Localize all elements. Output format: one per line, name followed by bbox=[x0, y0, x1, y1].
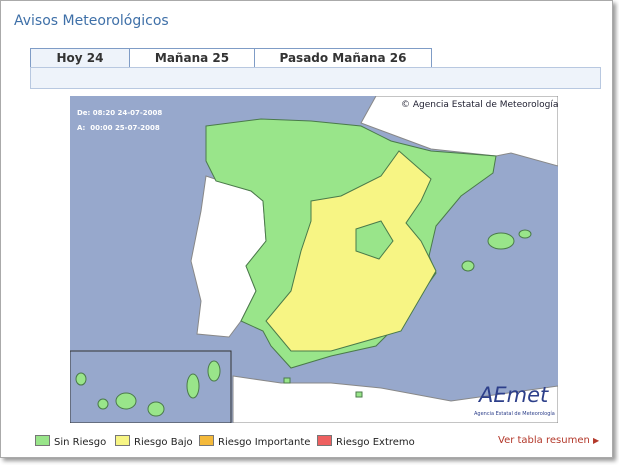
tab[interactable]: Hoy 24 bbox=[30, 48, 130, 67]
copyright: © Agencia Estatal de Meteorología bbox=[401, 100, 558, 110]
valid-from: De: 08:20 24-07-2008 bbox=[77, 109, 162, 117]
island bbox=[147, 401, 165, 417]
ceuta bbox=[283, 377, 291, 384]
legend-item: Riesgo Importante bbox=[199, 435, 310, 448]
tab[interactable]: Mañana 25 bbox=[129, 48, 255, 67]
legend-swatch bbox=[115, 435, 130, 446]
valid-to: A: 00:00 25-07-2008 bbox=[77, 124, 160, 132]
map: De: 08:20 24-07-2008 A: 00:00 25-07-2008… bbox=[70, 96, 558, 423]
legend-label: Riesgo Extremo bbox=[336, 437, 415, 448]
legend-item: Riesgo Bajo bbox=[115, 435, 193, 448]
africa bbox=[232, 375, 558, 423]
window: Avisos Meteorológicos Hoy 24 Mañana 25 P… bbox=[0, 0, 613, 458]
legend-label: Riesgo Importante bbox=[218, 437, 311, 448]
melilla bbox=[355, 391, 363, 398]
island bbox=[487, 232, 515, 250]
link-text[interactable]: Ver tabla resumen bbox=[498, 435, 590, 446]
legend-swatch bbox=[317, 435, 332, 446]
island bbox=[115, 392, 137, 410]
island bbox=[186, 373, 200, 399]
tab-bar bbox=[30, 67, 601, 89]
island bbox=[518, 229, 532, 239]
legend-item: Sin Riesgo bbox=[35, 435, 106, 448]
legend-label: Sin Riesgo bbox=[54, 437, 107, 448]
page-title: Avisos Meteorológicos bbox=[14, 13, 169, 29]
island bbox=[75, 372, 87, 386]
island bbox=[97, 398, 109, 410]
madrid-green bbox=[355, 220, 394, 260]
legend-item: Riesgo Extremo bbox=[317, 435, 415, 448]
summary-link[interactable]: Ver tabla resumen ▶ bbox=[498, 435, 600, 446]
legend-label: Riesgo Bajo bbox=[134, 437, 193, 448]
logo-caption: Agencia Estatal de Meteorología bbox=[474, 410, 555, 417]
island bbox=[461, 260, 475, 272]
tab[interactable]: Pasado Mañana 26 bbox=[254, 48, 432, 67]
spain-yellow bbox=[265, 150, 437, 352]
logo: AEmet bbox=[477, 383, 549, 407]
legend-swatch bbox=[199, 435, 214, 446]
island bbox=[207, 360, 221, 382]
legend-swatch bbox=[35, 435, 50, 446]
